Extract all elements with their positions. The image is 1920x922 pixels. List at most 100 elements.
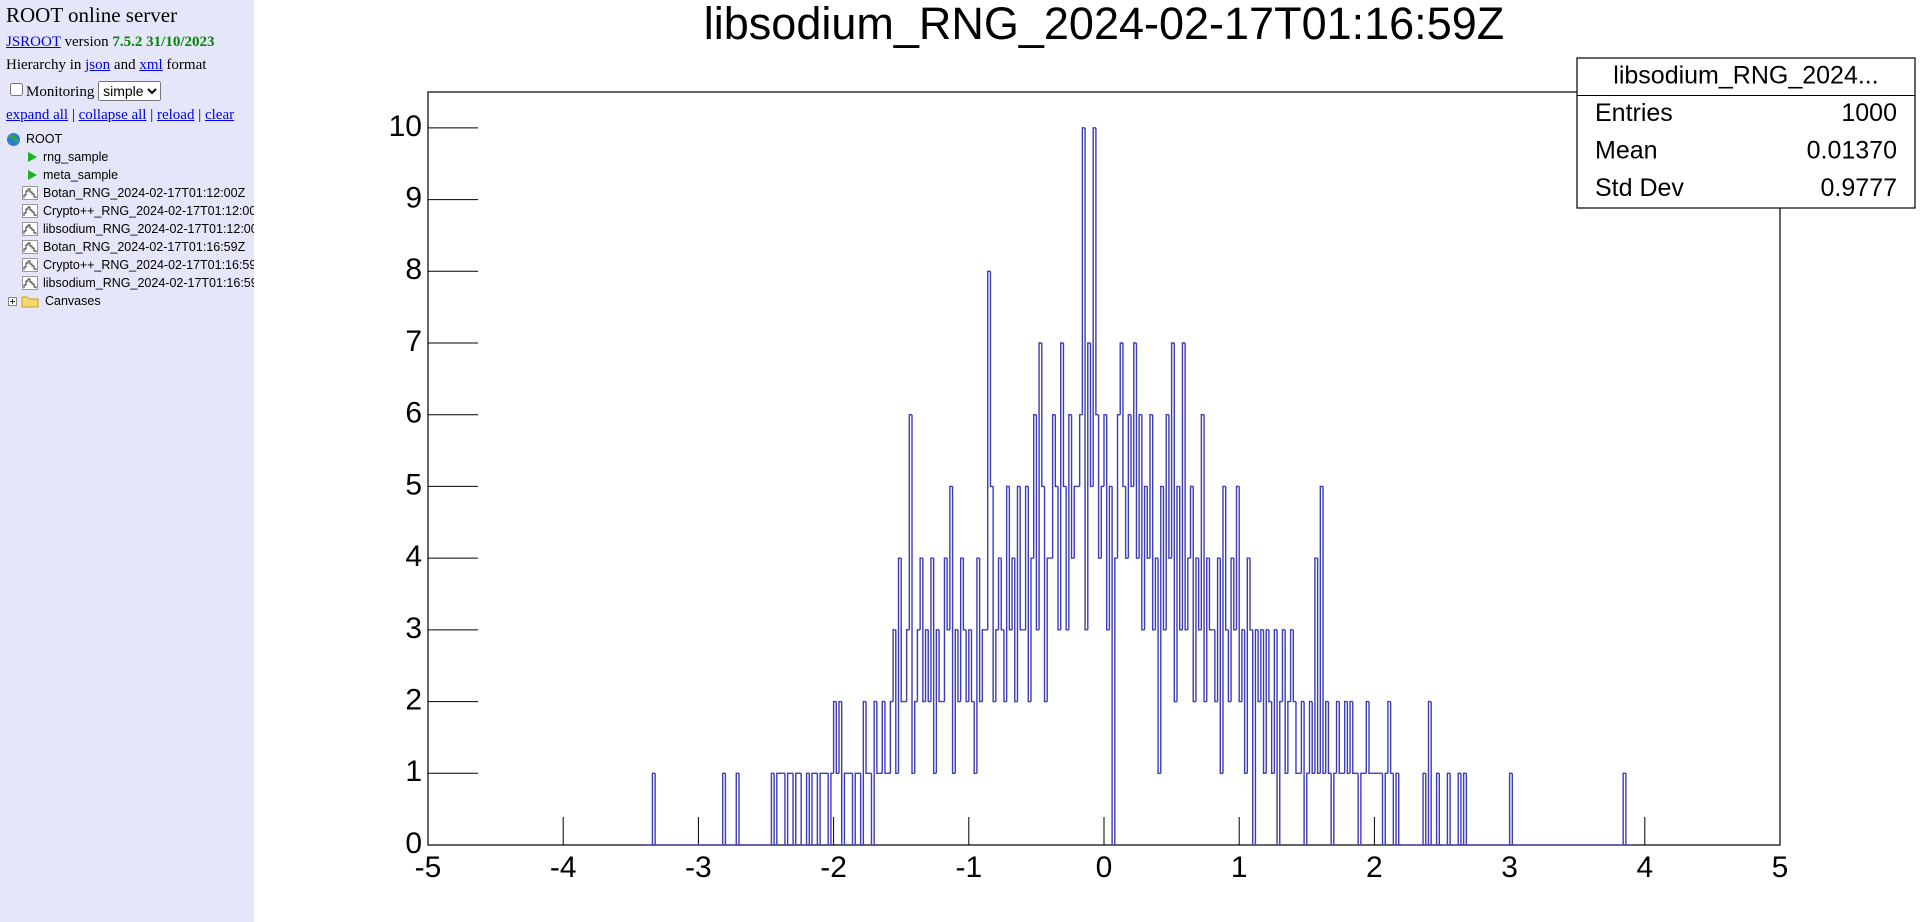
hist-bin	[1289, 629, 1294, 702]
hist-bin	[1138, 414, 1142, 559]
folder-icon	[8, 296, 39, 308]
hist-bin	[1395, 772, 1399, 845]
hist-bin	[997, 557, 1002, 630]
hist-bin	[1195, 557, 1199, 702]
hist-bin	[1130, 414, 1134, 488]
y-tick-label: 5	[405, 468, 422, 501]
tree-item[interactable]: Crypto++_RNG_2024-02-17T01:12:00Z	[6, 202, 254, 220]
hist-bin	[830, 772, 834, 845]
hist-bin	[881, 700, 885, 774]
hist-bin	[1170, 342, 1175, 559]
hist-bin	[1224, 486, 1229, 631]
hist-bin	[1268, 629, 1272, 703]
hist-bin	[1111, 486, 1115, 846]
hist-bin	[1343, 700, 1348, 774]
clear[interactable]: clear	[204, 107, 235, 123]
hist-bin	[1422, 772, 1426, 845]
hist-bin	[1092, 127, 1096, 487]
hist-bin	[805, 772, 810, 845]
hist-bin	[1287, 700, 1291, 774]
hist-bin	[1208, 558, 1213, 631]
hist-bin	[1265, 629, 1269, 774]
hist-icon	[22, 204, 38, 218]
reload[interactable]: reload	[156, 107, 195, 123]
hist-bin	[978, 558, 983, 703]
y-tick-label: 0	[405, 827, 422, 860]
monitoring-line: Monitoring simple	[6, 80, 248, 101]
hist-bin	[1060, 342, 1064, 630]
hist-bin	[1365, 700, 1369, 774]
hist-bin	[1054, 414, 1059, 488]
tree-item[interactable]: Crypto++_RNG_2024-02-17T01:16:59Z	[6, 256, 254, 274]
collapse-all[interactable]: collapse all	[78, 107, 147, 123]
hist-bin	[1024, 485, 1029, 630]
expand-all[interactable]: expand all	[6, 107, 69, 123]
hist-bin	[835, 701, 840, 774]
hist-bin	[1095, 127, 1099, 416]
tree-item[interactable]: ROOT	[6, 130, 254, 148]
hist-bin	[1322, 486, 1326, 774]
hist-bin	[1508, 772, 1513, 845]
hist-bin	[959, 557, 964, 702]
tree-label: ROOT	[26, 132, 63, 146]
hist-bin	[1081, 127, 1086, 415]
hist-bin	[1106, 414, 1110, 631]
hist-bin	[889, 700, 894, 774]
hist-bin	[932, 558, 937, 774]
hist-bin	[1097, 414, 1102, 559]
tree-item[interactable]: meta_sample	[6, 166, 254, 184]
hist-bin	[1133, 342, 1137, 487]
hist-bin	[1319, 485, 1324, 774]
monitoring-select[interactable]: simple	[98, 81, 162, 101]
hist-bin	[827, 773, 831, 846]
hist-bin	[1449, 773, 1453, 846]
hist-icon	[22, 222, 38, 236]
hist-bin	[951, 486, 956, 774]
tree-label: libsodium_RNG_2024-02-17T01:12:00Z	[43, 222, 254, 236]
hist-bin	[1257, 629, 1261, 703]
stats-value: 0.01370	[1807, 136, 1897, 164]
hist-bin	[908, 414, 913, 630]
separator: |	[198, 107, 202, 123]
json-link[interactable]: json	[85, 57, 111, 73]
hist-bin	[968, 629, 972, 702]
y-tick-label: 8	[405, 253, 422, 286]
hist-bin	[1124, 486, 1129, 559]
hist-bin	[1254, 629, 1259, 845]
monitoring-checkbox[interactable]	[10, 83, 23, 96]
hist-bin	[1333, 772, 1337, 845]
y-tick-label: 10	[389, 110, 422, 143]
jsroot-link[interactable]: JSROOT	[6, 34, 61, 50]
hist-bin	[843, 772, 848, 845]
tree-item[interactable]: Botan_RNG_2024-02-17T01:12:00Z	[6, 184, 254, 202]
hist-bin	[838, 700, 842, 774]
hist-bin	[1011, 557, 1015, 630]
tree-label: Canvases	[45, 294, 101, 308]
hist-bin	[1100, 485, 1104, 559]
hist-bin	[1108, 485, 1113, 630]
hist-bin	[1273, 629, 1278, 774]
hist-bin	[1038, 342, 1042, 630]
hist-bin	[987, 270, 991, 630]
hist-bin	[1392, 773, 1397, 846]
xml-link[interactable]: xml	[139, 57, 163, 73]
hist-bin	[870, 773, 875, 846]
x-tick-label: -1	[955, 851, 982, 884]
hist-bin	[800, 773, 804, 846]
hist-bin	[1008, 486, 1013, 631]
tree-item[interactable]: rng_sample	[6, 148, 254, 166]
hist-bin	[1214, 629, 1218, 703]
x-tick-label: -2	[820, 851, 847, 884]
tree-item[interactable]: Canvases	[6, 292, 254, 310]
hist-bin	[1219, 558, 1223, 774]
tree-item[interactable]: libsodium_RNG_2024-02-17T01:12:00Z	[6, 220, 254, 238]
hist-bin	[919, 557, 923, 630]
hist-bin	[1327, 701, 1332, 774]
hist-bin	[1051, 414, 1056, 559]
tree-item[interactable]: Botan_RNG_2024-02-17T01:16:59Z	[6, 238, 254, 256]
tree-label: Botan_RNG_2024-02-17T01:16:59Z	[43, 240, 246, 254]
hist-bin	[1157, 558, 1161, 774]
tree-item[interactable]: libsodium_RNG_2024-02-17T01:16:59Z	[6, 274, 254, 292]
hist-bin	[965, 629, 969, 703]
hist-bin	[816, 773, 821, 846]
